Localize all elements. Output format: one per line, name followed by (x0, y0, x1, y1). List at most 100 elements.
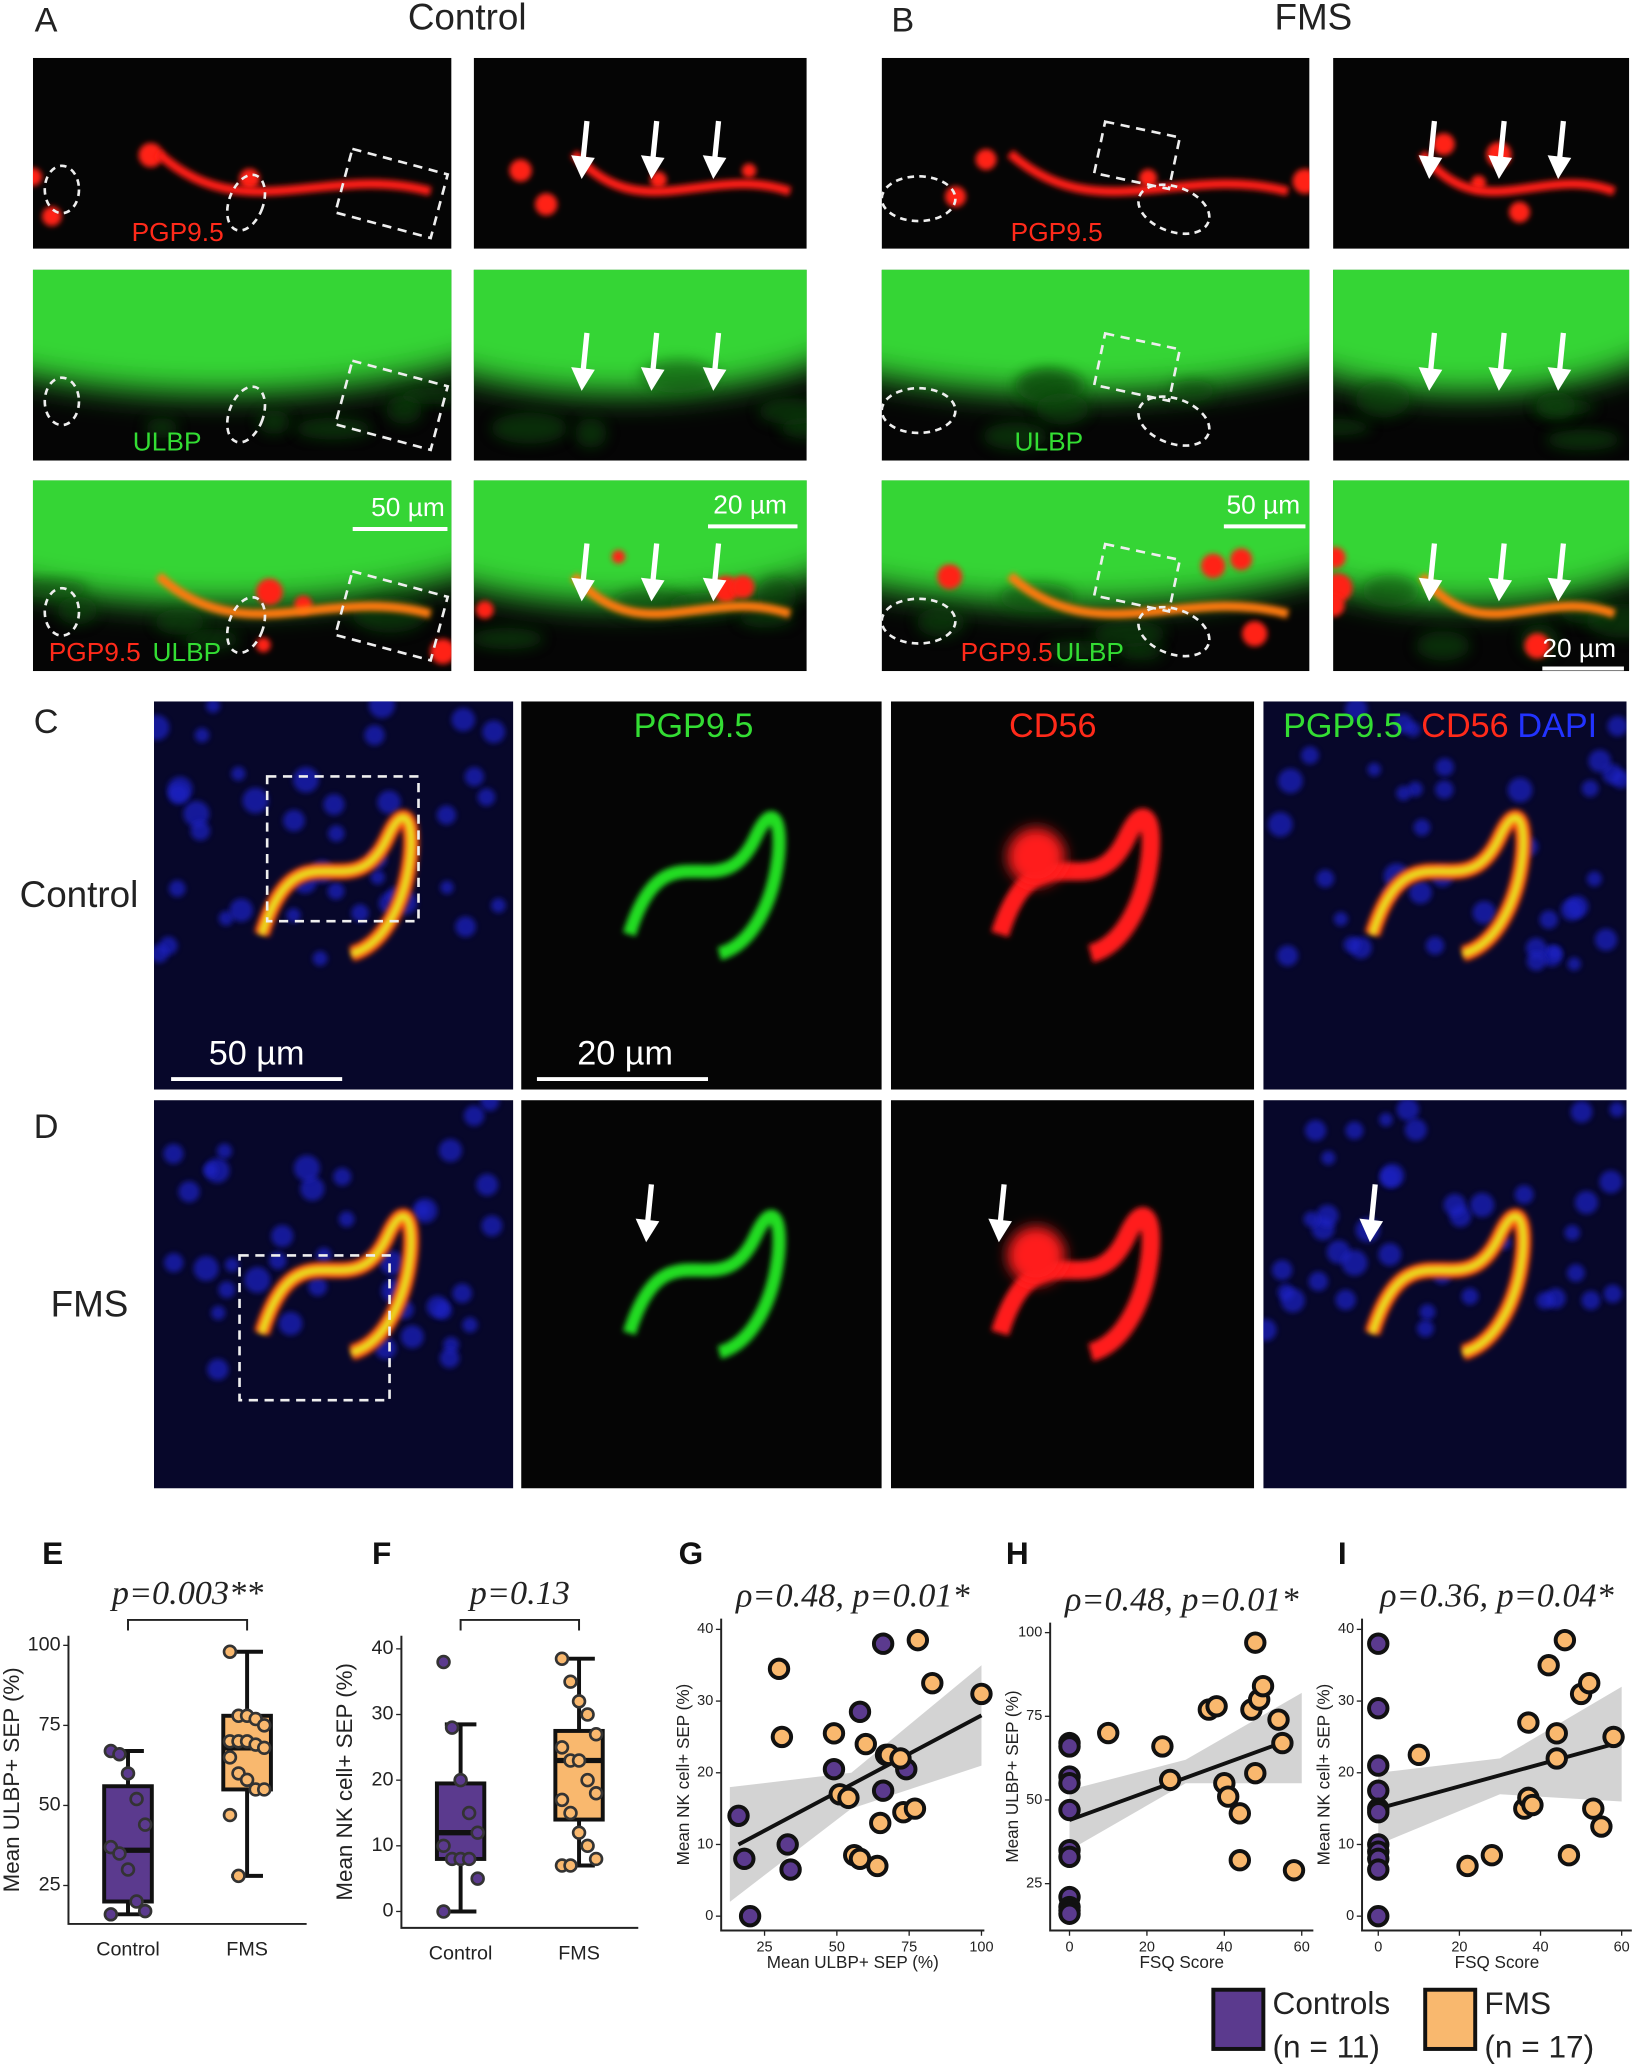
nucleus (1409, 881, 1432, 904)
dark-spot (1546, 429, 1621, 451)
x-tick-label: 20 (1451, 1939, 1467, 1955)
bracket (459, 1618, 581, 1631)
fiber (257, 1212, 416, 1357)
stat-annotation: ρ=0.36, p=0.04* (1379, 1578, 1614, 1615)
nucleus (193, 1255, 219, 1282)
data-point (1521, 1793, 1544, 1817)
column-title: FMS (1274, 0, 1352, 37)
nucleus (229, 898, 253, 922)
data-point (588, 1786, 604, 1801)
nucleus (364, 725, 385, 746)
blob (138, 142, 163, 168)
x-tick-label: 60 (1614, 1939, 1630, 1955)
row-label: Control (20, 874, 139, 915)
blob (1230, 548, 1253, 571)
nucleus (153, 944, 169, 963)
nucleus (476, 1173, 499, 1196)
micrograph (1263, 701, 1627, 1090)
nucleus (451, 707, 476, 732)
arrowhead (1418, 577, 1443, 602)
data-point (453, 1772, 468, 1788)
data-point (571, 1753, 587, 1768)
data-point (1578, 1671, 1601, 1695)
axes (1049, 1622, 1314, 1932)
data-point (822, 1722, 846, 1745)
nucleus (452, 1283, 473, 1304)
roi-ellipse (880, 386, 957, 435)
nucleus (1469, 1192, 1495, 1218)
data-point (120, 1766, 136, 1781)
nucleus (1263, 1318, 1277, 1342)
micrograph (881, 57, 1310, 249)
arrow (644, 1184, 655, 1225)
roi-ellipse (43, 164, 81, 215)
nucleus (183, 800, 210, 827)
nucleus (1280, 1288, 1305, 1313)
blob (534, 193, 558, 216)
panel-letter: B (891, 1, 914, 39)
micrograph (473, 269, 807, 461)
nucleus (1536, 1291, 1554, 1310)
micrograph (521, 1100, 882, 1489)
nucleus (218, 1281, 236, 1299)
data-point (837, 1786, 860, 1810)
data-point (554, 1651, 570, 1666)
arrow (1427, 120, 1438, 161)
roi-box (238, 1254, 391, 1402)
dark-spot (145, 417, 178, 438)
y-tick-label: 10 (1338, 1836, 1354, 1852)
dark-spot (758, 398, 807, 425)
nucleus (338, 1211, 355, 1228)
nucleus (1594, 928, 1618, 951)
micrograph (153, 1100, 514, 1489)
dark-spot (1362, 574, 1420, 608)
data-point (588, 1851, 604, 1867)
nucleus (216, 1143, 233, 1159)
x-tick-label: FMS (226, 1938, 268, 1960)
arrow (1427, 332, 1438, 373)
micrograph (890, 701, 1255, 1090)
data-point (239, 1772, 255, 1788)
nucleus (1526, 951, 1546, 971)
nucleus (218, 910, 234, 926)
x-tick-label: 0 (1374, 1939, 1382, 1955)
nucleus (1560, 898, 1583, 921)
y-tick-label: 10 (697, 1836, 713, 1852)
roi-ellipse (225, 595, 267, 655)
nerve (570, 572, 792, 619)
blob (475, 600, 494, 619)
fit-line (737, 1713, 983, 1847)
y-axis-label: Mean ULBP+ SEP (%) (1003, 1690, 1022, 1862)
nucleus (440, 880, 454, 895)
row-label: FMS (51, 1283, 129, 1324)
nucleus (400, 1325, 424, 1349)
data-point (461, 1805, 477, 1821)
data-point (779, 1858, 802, 1881)
y-tick-label: 0 (705, 1908, 713, 1924)
arrowhead (571, 577, 595, 602)
confidence-band (1378, 1686, 1622, 1845)
dark-spot (257, 410, 291, 435)
data-point (580, 1838, 595, 1854)
x-tick-label: 25 (757, 1939, 773, 1955)
soma (1007, 827, 1066, 886)
blob (42, 206, 62, 227)
channel-label: CD56 (1009, 707, 1096, 745)
epidermis (32, 269, 452, 394)
blob (430, 638, 452, 665)
nucleus (1514, 1185, 1534, 1205)
nucleus (1379, 1112, 1393, 1127)
data-point (257, 1718, 272, 1733)
panel-letter: A (35, 1, 58, 39)
blob (256, 637, 271, 653)
panel-letter: I (1338, 1535, 1347, 1571)
data-point (1228, 1849, 1251, 1872)
dark-spot (1045, 640, 1117, 659)
bracket (127, 1618, 249, 1631)
dark-spot (916, 607, 965, 637)
y-tick-label: 10 (372, 1834, 394, 1856)
scale-bar-label: 50 µm (1227, 490, 1301, 520)
data-point (1367, 1858, 1390, 1881)
